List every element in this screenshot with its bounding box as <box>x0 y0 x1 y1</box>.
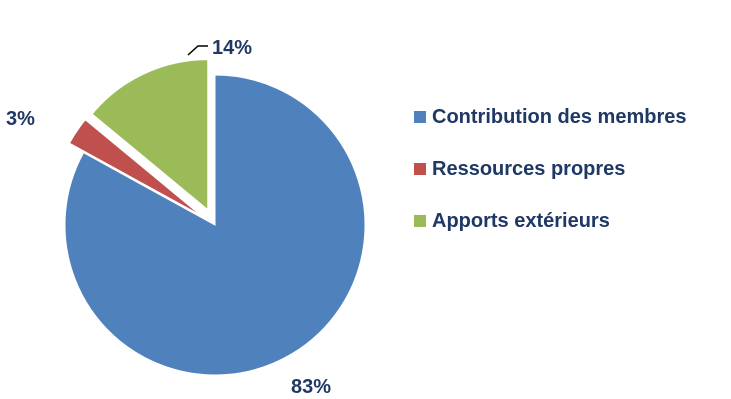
legend-label: Ressources propres <box>432 157 626 180</box>
legend-item-apports-exterieurs: Apports extérieurs <box>414 208 686 234</box>
data-label: 3% <box>6 108 35 130</box>
pie-slice-ressources-propres <box>68 119 202 216</box>
data-label: 83% <box>291 376 331 398</box>
legend-item-ressources-propres: Ressources propres <box>414 156 686 182</box>
data-labels: 83% 3% 14% <box>6 37 331 398</box>
leader-line <box>187 45 208 56</box>
legend-label: Apports extérieurs <box>432 209 610 232</box>
chart-legend: Contribution des membres Ressources prop… <box>414 104 686 260</box>
legend-item-contribution-des-membres: Contribution des membres <box>414 104 686 130</box>
legend-swatch <box>414 163 426 175</box>
legend-swatch <box>414 111 426 123</box>
pie-slice-contribution-des-membres <box>64 74 366 376</box>
legend-swatch <box>414 215 426 227</box>
legend-label: Contribution des membres <box>432 105 687 128</box>
pie-slice-apports-exterieurs <box>91 59 209 211</box>
pie-slices <box>64 59 366 376</box>
data-label: 14% <box>212 37 252 59</box>
